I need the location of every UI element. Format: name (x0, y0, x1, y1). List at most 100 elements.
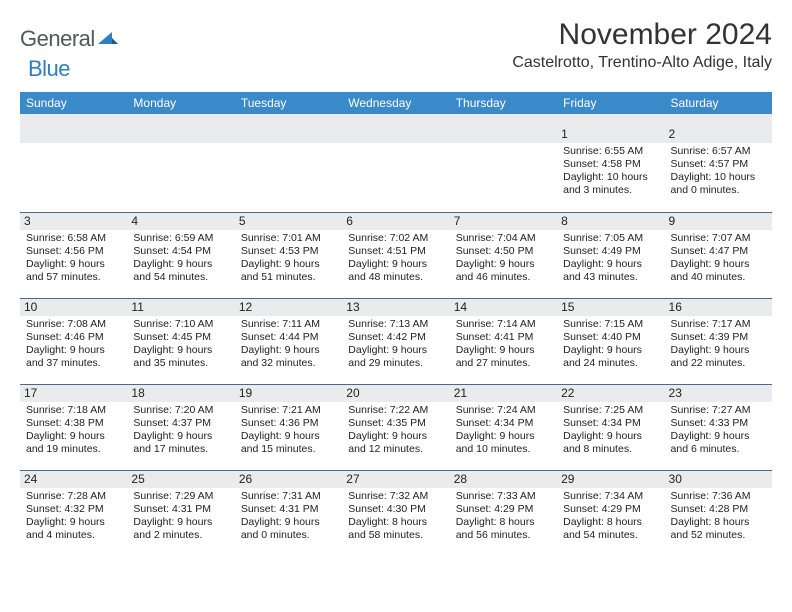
sunset-text: Sunset: 4:34 PM (456, 417, 551, 430)
day-info: Sunrise: 7:11 AMSunset: 4:44 PMDaylight:… (241, 318, 336, 371)
daylight-text: Daylight: 9 hours and 0 minutes. (241, 516, 336, 542)
day-number: 20 (342, 385, 449, 402)
daylight-text: Daylight: 9 hours and 10 minutes. (456, 430, 551, 456)
day-number: 30 (665, 471, 772, 488)
day-cell: 27 Sunrise: 7:32 AMSunset: 4:30 PMDayligh… (342, 470, 449, 556)
sunset-text: Sunset: 4:46 PM (26, 331, 121, 344)
day-info: Sunrise: 6:57 AMSunset: 4:57 PMDaylight:… (671, 145, 766, 198)
day-number: 22 (557, 385, 664, 402)
day-info: Sunrise: 7:13 AMSunset: 4:42 PMDaylight:… (348, 318, 443, 371)
daylight-text: Daylight: 9 hours and 2 minutes. (133, 516, 228, 542)
day-info: Sunrise: 6:58 AMSunset: 4:56 PMDaylight:… (26, 232, 121, 285)
daylight-text: Daylight: 9 hours and 17 minutes. (133, 430, 228, 456)
sunset-text: Sunset: 4:54 PM (133, 245, 228, 258)
sunrise-text: Sunrise: 7:15 AM (563, 318, 658, 331)
daylight-text: Daylight: 9 hours and 22 minutes. (671, 344, 766, 370)
sunrise-text: Sunrise: 7:13 AM (348, 318, 443, 331)
day-cell: 30 Sunrise: 7:36 AMSunset: 4:28 PMDayligh… (665, 470, 772, 556)
day-info: Sunrise: 6:55 AMSunset: 4:58 PMDaylight:… (563, 145, 658, 198)
day-header-row: SundayMondayTuesdayWednesdayThursdayFrid… (20, 92, 772, 114)
day-info: Sunrise: 7:24 AMSunset: 4:34 PMDaylight:… (456, 404, 551, 457)
day-number: 14 (450, 299, 557, 316)
day-number: 23 (665, 385, 772, 402)
day-info: Sunrise: 7:07 AMSunset: 4:47 PMDaylight:… (671, 232, 766, 285)
sunset-text: Sunset: 4:56 PM (26, 245, 121, 258)
day-header: Monday (127, 92, 234, 114)
daylight-text: Daylight: 9 hours and 6 minutes. (671, 430, 766, 456)
day-info: Sunrise: 7:32 AMSunset: 4:30 PMDaylight:… (348, 490, 443, 543)
sunset-text: Sunset: 4:35 PM (348, 417, 443, 430)
sunrise-text: Sunrise: 7:07 AM (671, 232, 766, 245)
day-number: 17 (20, 385, 127, 402)
day-number: 15 (557, 299, 664, 316)
day-number (127, 126, 234, 143)
day-cell: 3Sunrise: 6:58 AMSunset: 4:56 PMDaylight… (20, 212, 127, 298)
sunset-text: Sunset: 4:51 PM (348, 245, 443, 258)
location-text: Castelrotto, Trentino-Alto Adige, Italy (512, 54, 772, 72)
spacer-row (20, 114, 772, 126)
day-cell: 6Sunrise: 7:02 AMSunset: 4:51 PMDaylight… (342, 212, 449, 298)
daylight-text: Daylight: 9 hours and 19 minutes. (26, 430, 121, 456)
day-cell: 23 Sunrise: 7:27 AMSunset: 4:33 PMDayligh… (665, 384, 772, 470)
day-number: 1 (557, 126, 664, 143)
daylight-text: Daylight: 9 hours and 48 minutes. (348, 258, 443, 284)
day-number: 24 (20, 471, 127, 488)
day-info: Sunrise: 7:29 AMSunset: 4:31 PMDaylight:… (133, 490, 228, 543)
day-info: Sunrise: 7:31 AMSunset: 4:31 PMDaylight:… (241, 490, 336, 543)
week-row: 17 Sunrise: 7:18 AMSunset: 4:38 PMDayligh… (20, 384, 772, 470)
day-info: Sunrise: 7:18 AMSunset: 4:38 PMDaylight:… (26, 404, 121, 457)
day-cell: 17 Sunrise: 7:18 AMSunset: 4:38 PMDayligh… (20, 384, 127, 470)
day-cell: 20 Sunrise: 7:22 AMSunset: 4:35 PMDayligh… (342, 384, 449, 470)
sunrise-text: Sunrise: 6:58 AM (26, 232, 121, 245)
day-number: 9 (665, 213, 772, 230)
day-cell: 11Sunrise: 7:10 AMSunset: 4:45 PMDayligh… (127, 298, 234, 384)
sunset-text: Sunset: 4:44 PM (241, 331, 336, 344)
day-cell: 28Sunrise: 7:33 AMSunset: 4:29 PMDayligh… (450, 470, 557, 556)
day-number: 27 (342, 471, 449, 488)
day-number: 7 (450, 213, 557, 230)
daylight-text: Daylight: 9 hours and 15 minutes. (241, 430, 336, 456)
day-cell: 5Sunrise: 7:01 AMSunset: 4:53 PMDaylight… (235, 212, 342, 298)
empty-cell (450, 126, 557, 212)
day-info: Sunrise: 7:34 AMSunset: 4:29 PMDaylight:… (563, 490, 658, 543)
daylight-text: Daylight: 8 hours and 54 minutes. (563, 516, 658, 542)
day-cell: 9 Sunrise: 7:07 AMSunset: 4:47 PMDaylight… (665, 212, 772, 298)
sunset-text: Sunset: 4:33 PM (671, 417, 766, 430)
day-info: Sunrise: 7:08 AMSunset: 4:46 PMDaylight:… (26, 318, 121, 371)
sunrise-text: Sunrise: 7:17 AM (671, 318, 766, 331)
day-header: Tuesday (235, 92, 342, 114)
sunrise-text: Sunrise: 7:28 AM (26, 490, 121, 503)
day-number: 16 (665, 299, 772, 316)
day-number (450, 126, 557, 143)
daylight-text: Daylight: 9 hours and 32 minutes. (241, 344, 336, 370)
day-number: 25 (127, 471, 234, 488)
day-number (20, 126, 127, 143)
sunrise-text: Sunrise: 7:27 AM (671, 404, 766, 417)
day-info: Sunrise: 7:01 AMSunset: 4:53 PMDaylight:… (241, 232, 336, 285)
day-cell: 21Sunrise: 7:24 AMSunset: 4:34 PMDayligh… (450, 384, 557, 470)
daylight-text: Daylight: 9 hours and 27 minutes. (456, 344, 551, 370)
sunrise-text: Sunrise: 7:33 AM (456, 490, 551, 503)
day-header: Friday (557, 92, 664, 114)
sunrise-text: Sunrise: 7:01 AM (241, 232, 336, 245)
sunrise-text: Sunrise: 7:20 AM (133, 404, 228, 417)
daylight-text: Daylight: 9 hours and 35 minutes. (133, 344, 228, 370)
day-info: Sunrise: 7:36 AMSunset: 4:28 PMDaylight:… (671, 490, 766, 543)
daylight-text: Daylight: 10 hours and 0 minutes. (671, 171, 766, 197)
title-block: November 2024 Castelrotto, Trentino-Alto… (512, 18, 772, 72)
sunset-text: Sunset: 4:31 PM (241, 503, 336, 516)
sunset-text: Sunset: 4:30 PM (348, 503, 443, 516)
daylight-text: Daylight: 8 hours and 56 minutes. (456, 516, 551, 542)
day-cell: 8Sunrise: 7:05 AMSunset: 4:49 PMDaylight… (557, 212, 664, 298)
day-info: Sunrise: 7:22 AMSunset: 4:35 PMDaylight:… (348, 404, 443, 457)
sunset-text: Sunset: 4:58 PM (563, 158, 658, 171)
day-cell: 10Sunrise: 7:08 AMSunset: 4:46 PMDayligh… (20, 298, 127, 384)
sunrise-text: Sunrise: 7:21 AM (241, 404, 336, 417)
day-number: 6 (342, 213, 449, 230)
sunrise-text: Sunrise: 7:08 AM (26, 318, 121, 331)
day-header: Wednesday (342, 92, 449, 114)
day-header: Thursday (450, 92, 557, 114)
sunset-text: Sunset: 4:37 PM (133, 417, 228, 430)
week-row: 24Sunrise: 7:28 AMSunset: 4:32 PMDayligh… (20, 470, 772, 556)
sunset-text: Sunset: 4:28 PM (671, 503, 766, 516)
